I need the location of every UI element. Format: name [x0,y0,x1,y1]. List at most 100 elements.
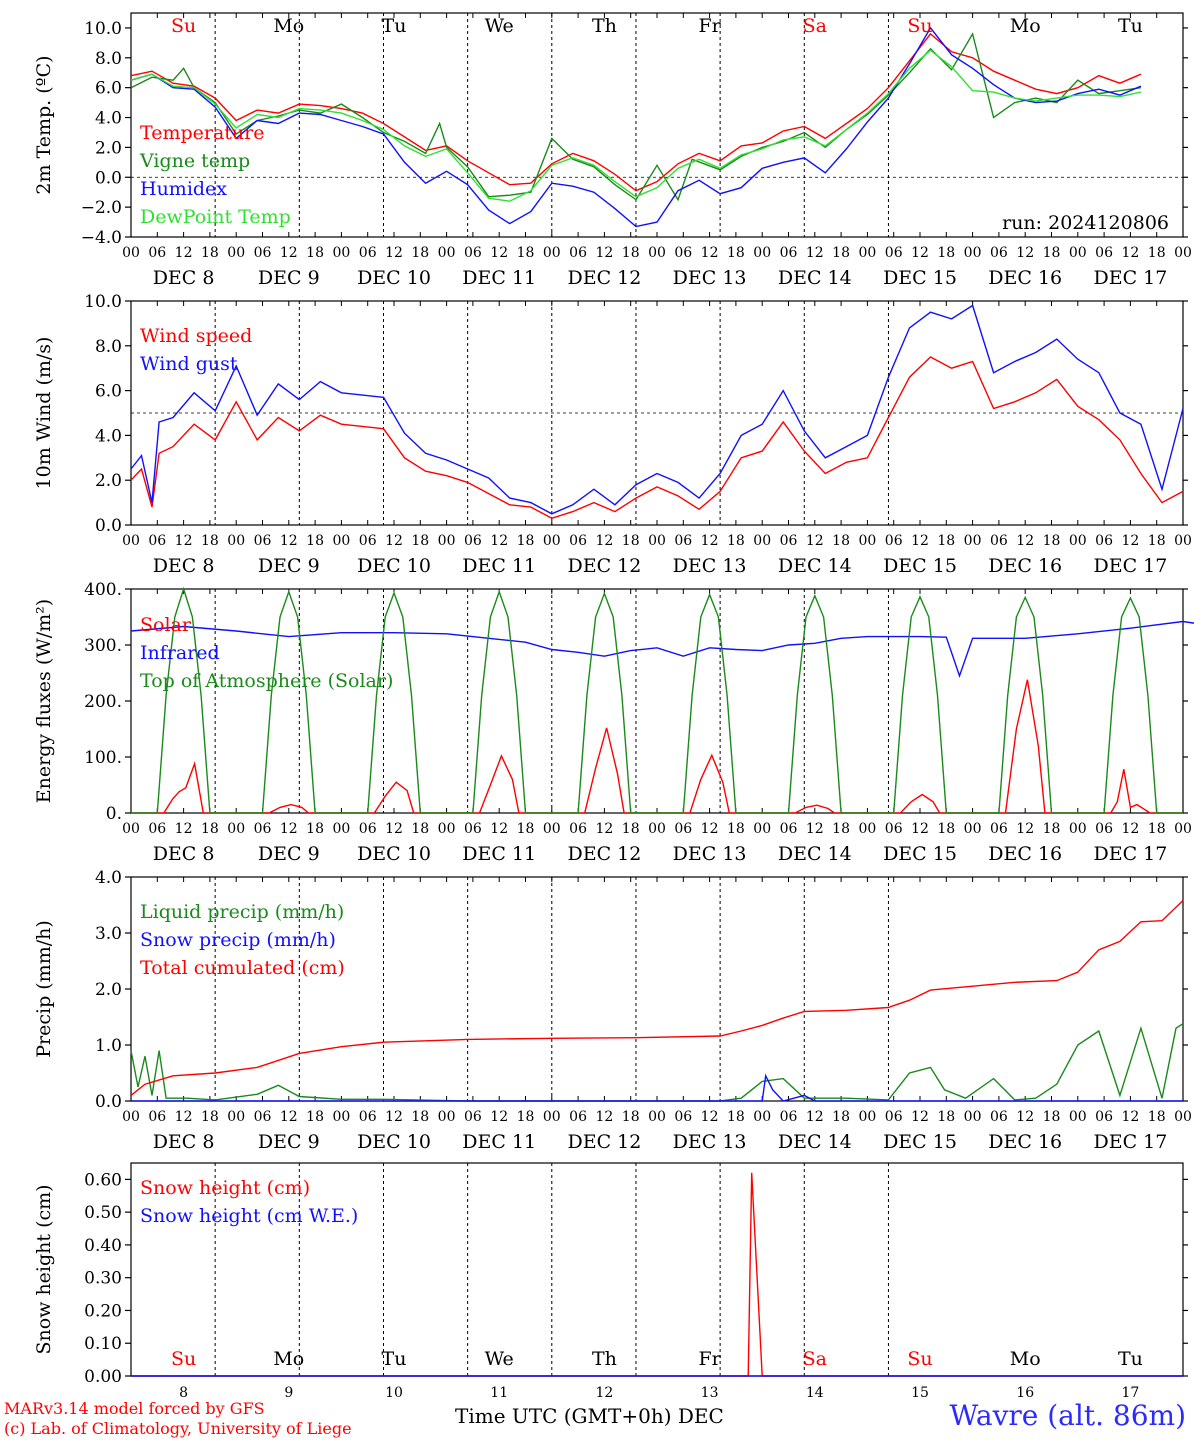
hour-tick-label: 12 [490,245,508,261]
hour-tick-label: 12 [175,533,193,549]
date-label: DEC 14 [778,267,852,289]
y-axis-label: 10m Wind (m/s) [33,337,55,490]
hour-tick-label: 12 [806,533,824,549]
date-label: DEC 13 [673,267,747,289]
hour-tick-label: 00 [122,533,140,549]
hour-tick-label: 12 [911,821,929,837]
hour-tick-label: 18 [937,821,955,837]
hour-tick-label: 00 [122,1109,140,1125]
date-label: DEC 10 [357,1131,431,1153]
hour-tick-label: 06 [885,533,903,549]
day-number-label: 14 [806,1385,824,1401]
weekday-label: Fr [698,1348,721,1370]
hour-tick-label: 06 [148,1109,166,1125]
hour-tick-label: 00 [543,533,561,549]
date-label: DEC 9 [258,267,320,289]
date-label: DEC 10 [357,555,431,577]
legend-entry: Top of Atmosphere (Solar) [140,670,393,692]
hour-tick-label: 00 [227,821,245,837]
hour-tick-label: 18 [201,1109,219,1125]
y-axis-label: Energy fluxes (W/m²) [33,599,55,803]
y-tick-label: 0.00 [84,1367,122,1387]
hour-tick-label: 18 [201,821,219,837]
weekday-label: We [485,1348,514,1370]
hour-tick-label: 12 [595,533,613,549]
y-tick-label: 0.10 [84,1334,122,1354]
hour-tick-label: 00 [122,245,140,261]
hour-tick-label: 00 [753,821,771,837]
series-line [130,49,1142,202]
series-line [130,304,1184,515]
hour-tick-label: 18 [201,533,219,549]
y-tick-label: 200. [84,692,122,712]
hour-tick-label: 12 [911,1109,929,1125]
y-tick-label: 300. [84,636,122,656]
hour-tick-label: 12 [175,821,193,837]
hour-tick-label: 06 [148,821,166,837]
hour-tick-label: 18 [832,533,850,549]
weekday-label: Tu [382,1348,407,1370]
y-tick-label: −4.0 [81,228,122,248]
day-number-label: 12 [595,1385,613,1401]
hour-tick-label: 18 [832,245,850,261]
hour-tick-label: 06 [1095,533,1113,549]
hour-tick-label: 18 [1148,533,1166,549]
date-label: DEC 16 [988,843,1062,865]
hour-tick-label: 18 [622,821,640,837]
hour-tick-label: 00 [332,1109,350,1125]
hour-tick-label: 12 [1121,821,1139,837]
hour-tick-label: 00 [543,245,561,261]
date-label: DEC 12 [567,555,641,577]
weekday-label: Tu [382,15,407,37]
y-tick-label: 8.0 [95,49,122,69]
y-tick-label: 0.40 [84,1236,122,1256]
hour-tick-label: 00 [1069,821,1087,837]
weekday-label: Tu [1118,1348,1143,1370]
hour-tick-label: 06 [780,245,798,261]
date-label: DEC 8 [153,267,215,289]
hour-tick-label: 18 [1148,1109,1166,1125]
hour-tick-label: 06 [780,821,798,837]
hour-tick-label: 18 [937,1109,955,1125]
hour-tick-label: 06 [464,1109,482,1125]
hour-tick-label: 12 [490,533,508,549]
hour-tick-label: 00 [858,533,876,549]
hour-tick-label: 06 [359,1109,377,1125]
series-line [130,26,1142,228]
hour-tick-label: 06 [359,245,377,261]
plot-frame [130,12,1184,238]
hour-tick-label: 00 [858,821,876,837]
hour-tick-label: 06 [674,1109,692,1125]
date-label: DEC 16 [988,267,1062,289]
y-tick-label: 0.0 [95,168,122,188]
date-label: DEC 9 [258,1131,320,1153]
weekday-label: Su [907,15,932,37]
day-number-label: 11 [490,1385,508,1401]
hour-tick-label: 12 [911,245,929,261]
hour-tick-label: 12 [701,533,719,549]
y-tick-label: 3.0 [95,924,122,944]
date-label: DEC 8 [153,555,215,577]
date-label: DEC 11 [462,267,536,289]
hour-tick-label: 00 [543,1109,561,1125]
hour-tick-label: 00 [438,533,456,549]
hour-tick-label: 06 [990,533,1008,549]
y-axis-label: Precip (mm/h) [33,920,55,1058]
date-label: DEC 14 [778,555,852,577]
hour-tick-label: 00 [648,245,666,261]
series-line [130,620,1194,678]
date-label: DEC 13 [673,1131,747,1153]
model-credit: MARv3.14 model forced by GFS [4,1399,265,1418]
series-line [130,32,1142,192]
series-line [130,1023,1184,1102]
y-tick-label: 0.30 [84,1269,122,1289]
hour-tick-label: 06 [990,1109,1008,1125]
hour-tick-label: 00 [1174,245,1192,261]
hour-tick-label: 00 [122,821,140,837]
hour-tick-label: 12 [490,1109,508,1125]
weekday-label: Th [592,15,617,37]
hour-tick-label: 12 [280,245,298,261]
hour-tick-label: 00 [438,245,456,261]
hour-tick-label: 18 [622,533,640,549]
